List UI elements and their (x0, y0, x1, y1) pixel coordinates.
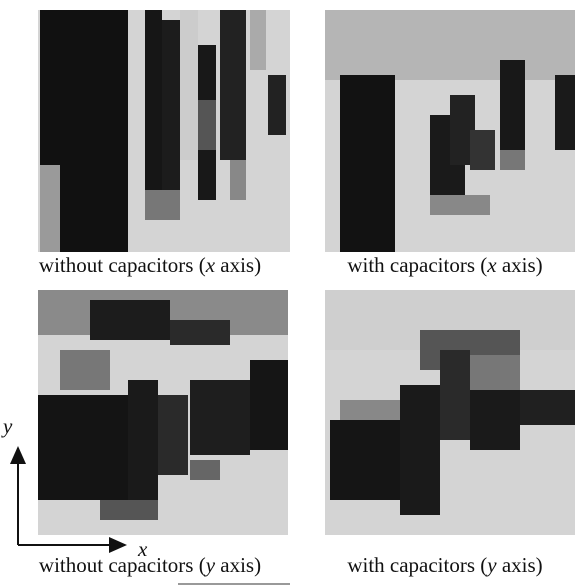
panel: without capacitors (y axis) (38, 290, 288, 577)
caption-part: without capacitors ( (39, 253, 206, 277)
block (500, 150, 525, 170)
block (400, 385, 440, 515)
block (470, 390, 520, 450)
y-axis-label: y (1, 414, 13, 438)
block (198, 100, 216, 150)
block (170, 320, 230, 345)
panel: without capacitors (x axis) (38, 10, 290, 277)
figure: without capacitors (x axis)with capacito… (0, 0, 575, 587)
block (158, 395, 188, 475)
block (38, 395, 128, 500)
block (250, 10, 266, 70)
block (90, 300, 170, 340)
caption-part: with capacitors ( (347, 253, 487, 277)
panel-caption: without capacitors (x axis) (39, 253, 261, 277)
block (220, 10, 246, 160)
block (340, 75, 395, 252)
block (190, 380, 250, 455)
block (340, 400, 400, 420)
panel-caption: without capacitors (y axis) (39, 553, 261, 577)
caption-part: with capacitors ( (347, 553, 487, 577)
block (40, 165, 60, 252)
caption-part: axis) (497, 553, 543, 577)
block (470, 355, 520, 390)
block (325, 10, 575, 80)
caption-part: without capacitors ( (39, 553, 206, 577)
panel-caption: with capacitors (x axis) (347, 253, 542, 277)
block (60, 350, 110, 390)
panels: without capacitors (x axis)with capacito… (38, 10, 575, 577)
caption-part: y (485, 553, 497, 577)
caption-part: axis) (497, 253, 543, 277)
caption-part: axis) (215, 553, 261, 577)
caption-part: axis) (215, 253, 261, 277)
block (230, 160, 246, 200)
panel-caption: with capacitors (y axis) (347, 553, 542, 577)
block (555, 75, 575, 150)
block (145, 190, 180, 220)
block (330, 420, 400, 500)
block (470, 130, 495, 170)
block (500, 60, 525, 150)
block (145, 10, 162, 200)
block (250, 360, 288, 450)
panel: with capacitors (y axis) (325, 290, 575, 577)
caption-part: y (204, 553, 216, 577)
block (430, 195, 490, 215)
panel: with capacitors (x axis) (325, 10, 575, 277)
block (520, 390, 575, 425)
block (128, 380, 158, 505)
block (440, 350, 470, 440)
block (268, 75, 286, 135)
block (190, 460, 220, 480)
block (162, 20, 180, 200)
block (180, 10, 198, 160)
block (100, 500, 158, 520)
x-axis-label: x (137, 537, 148, 561)
